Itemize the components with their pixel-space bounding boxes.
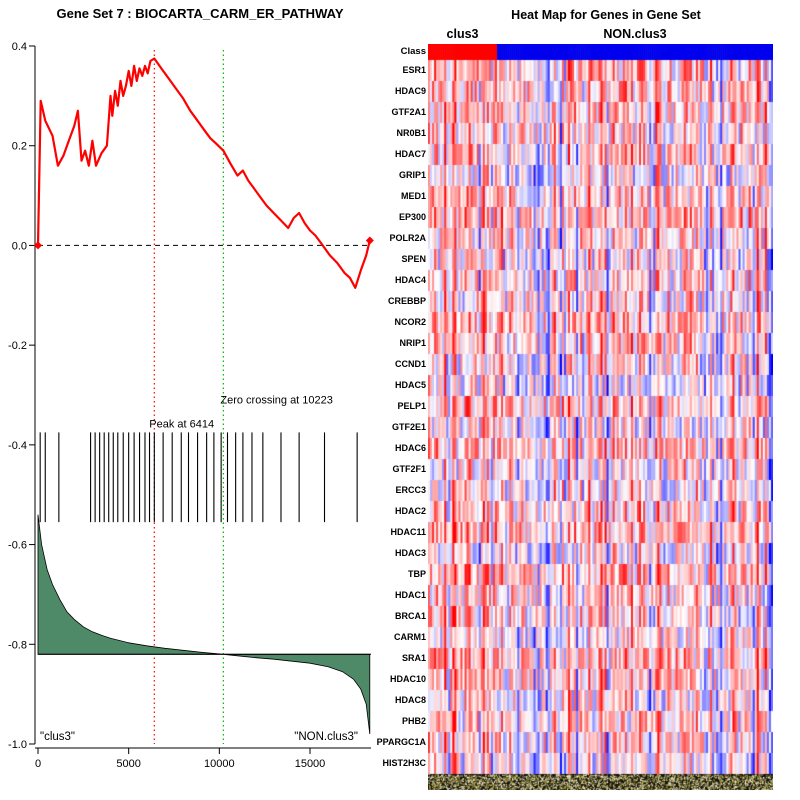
bottom-left-class-label: "clus3" — [40, 731, 75, 743]
gene-label-CREBBP: CREBBP — [387, 296, 426, 306]
gene-label-EP300: EP300 — [398, 212, 426, 222]
gene-label-SPEN: SPEN — [401, 254, 426, 264]
gene-label-PPARGC1A: PPARGC1A — [376, 737, 426, 747]
gene-label-GTF2F1: GTF2F1 — [392, 464, 426, 474]
heatmap-title: Heat Map for Genes in Gene Set — [511, 8, 701, 22]
y-tick-label: -0.6 — [8, 540, 27, 552]
enrichment-score-curve — [36, 57, 371, 289]
gene-label-POLR2A: POLR2A — [389, 233, 426, 243]
class-label-clus3: clus3 — [446, 27, 479, 41]
bottom-right-class-label: "NON.clus3" — [294, 731, 358, 743]
y-tick-label: 0.4 — [12, 41, 27, 53]
class-label-non-clus3: NON.clus3 — [603, 27, 667, 41]
gene-label-PELP1: PELP1 — [397, 401, 426, 411]
y-tick-label: -0.2 — [8, 340, 27, 352]
gene-label-NRIP1: NRIP1 — [399, 338, 426, 348]
gene-label-ESR1: ESR1 — [402, 65, 426, 75]
x-tick-label: 10000 — [204, 758, 235, 770]
y-tick-label: -0.8 — [8, 639, 27, 651]
enrichment-plot-title: Gene Set 7 : BIOCARTA_CARM_ER_PATHWAY — [56, 6, 343, 21]
zero-crossing-annotation: Zero crossing at 10223 — [220, 394, 333, 406]
class-row-label: Class — [400, 46, 426, 57]
gene-label-HIST2H3C: HIST2H3C — [382, 758, 426, 768]
gene-label-MED1: MED1 — [400, 191, 426, 201]
heatmap-canvas — [428, 44, 773, 790]
y-tick-label: -1.0 — [8, 739, 27, 751]
gene-label-HDAC10: HDAC10 — [389, 674, 426, 684]
gene-label-HDAC1: HDAC1 — [394, 590, 426, 600]
gene-label-HDAC11: HDAC11 — [390, 527, 426, 537]
gene-label-HDAC3: HDAC3 — [394, 548, 426, 558]
gene-label-HDAC6: HDAC6 — [394, 443, 426, 453]
gene-label-GTF2E1: GTF2E1 — [391, 422, 426, 432]
x-tick-label: 0 — [35, 758, 41, 770]
ranked-metric-area — [37, 514, 371, 735]
gene-label-NCOR2: NCOR2 — [394, 317, 426, 327]
gene-label-HDAC2: HDAC2 — [394, 506, 426, 516]
enrichment-plot-group: 0.4 0.2 0.0 -0.2 -0.4 -0.6 -0.8 -1.0 0 5000 10000 1… — [8, 41, 374, 770]
gene-label-CCND1: CCND1 — [394, 359, 426, 369]
gene-label-HDAC9: HDAC9 — [394, 86, 426, 96]
gene-label-TBP: TBP — [408, 569, 426, 579]
x-tick-label: 5000 — [116, 758, 140, 770]
gene-label-HDAC4: HDAC4 — [394, 275, 426, 285]
y-tick-label: 0.2 — [12, 141, 27, 153]
curve-endpoint-diamond — [34, 241, 42, 250]
x-tick-label: 15000 — [295, 758, 326, 770]
gene-label-BRCA1: BRCA1 — [394, 611, 426, 621]
curve-endpoint-diamond — [365, 236, 374, 245]
gene-label-PHB2: PHB2 — [401, 716, 426, 726]
gene-label-CARM1: CARM1 — [393, 632, 426, 642]
enrichment-plot-svg: Gene Set 7 : BIOCARTA_CARM_ER_PATHWAY 0.… — [8, 6, 374, 770]
gene-label-NR0B1: NR0B1 — [396, 128, 426, 138]
gene-label-ERCC3: ERCC3 — [395, 485, 426, 495]
y-tick-label: -0.4 — [8, 440, 27, 452]
peak-annotation: Peak at 6414 — [149, 418, 214, 430]
gene-label-HDAC8: HDAC8 — [394, 695, 426, 705]
gene-label-HDAC5: HDAC5 — [394, 380, 426, 390]
gene-label-GRIP1: GRIP1 — [398, 170, 426, 180]
gene-label-SRA1: SRA1 — [401, 653, 426, 663]
y-tick-label: 0.0 — [12, 240, 27, 252]
gene-label-HDAC7: HDAC7 — [394, 149, 426, 159]
gene-label-GTF2A1: GTF2A1 — [391, 107, 426, 117]
